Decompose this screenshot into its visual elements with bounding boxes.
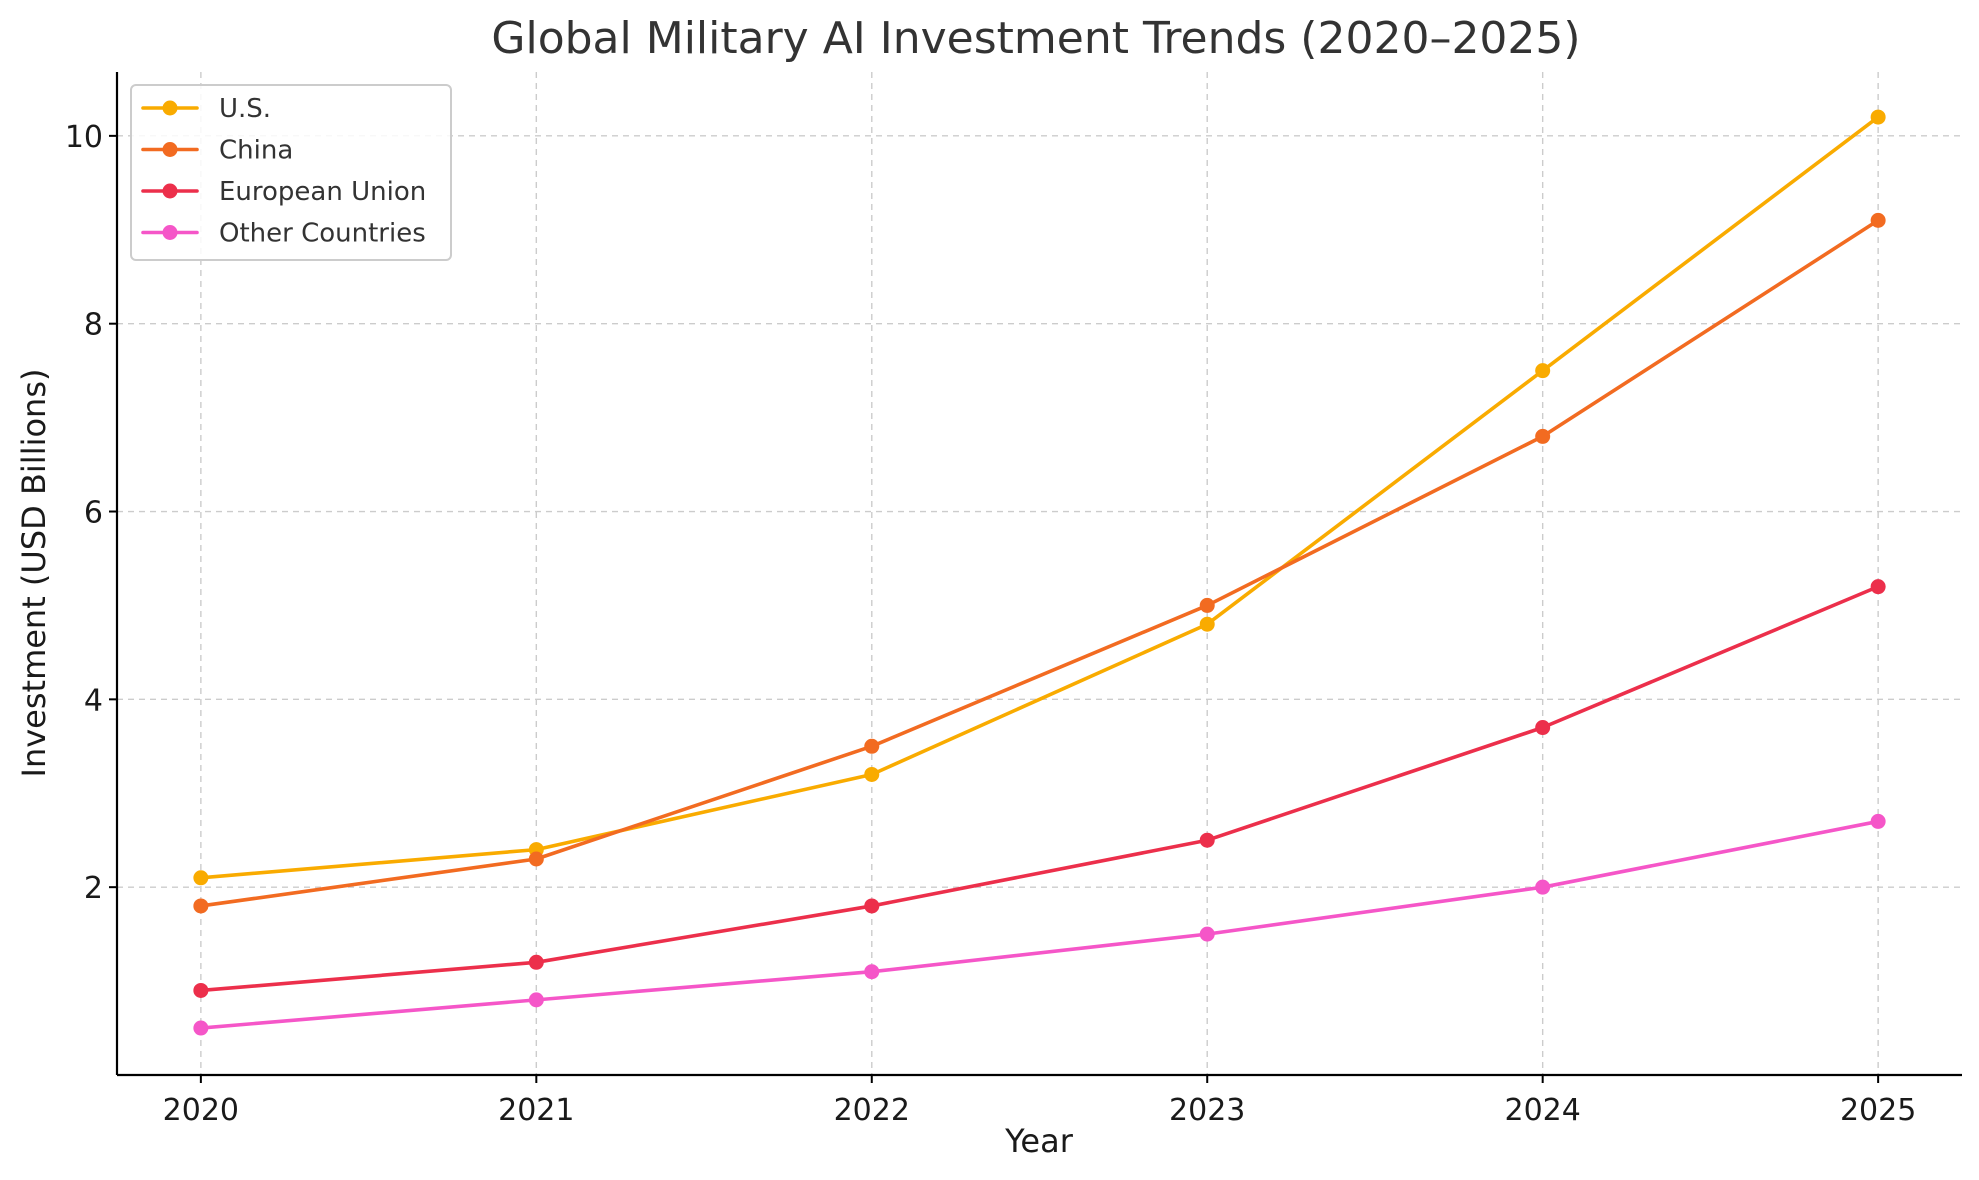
series-line-other-countries [199,819,1880,1030]
legend-marker-china [162,142,178,157]
data-point-other-countries [1199,926,1215,942]
series-european-union [193,579,1886,998]
data-point-china [1199,597,1215,613]
y-axis-ticks: 2 4 6 8 10 [65,120,117,906]
data-point-european-union [1535,720,1551,736]
data-point-u-s [864,766,880,782]
x-tick-label: 2025 [1840,1093,1916,1128]
series-line-china [199,218,1880,908]
y-tick-label: 8 [84,308,103,343]
legend-marker-european-union [162,183,178,199]
legend-entry-other-countries: Other Countries [141,219,426,249]
data-point-u-s [1870,109,1886,125]
series-china [193,212,1886,914]
data-point-u-s [193,870,209,886]
series-line-u-s [199,115,1880,880]
legend-label-european-union: European Union [219,177,426,207]
legend-entry-u-s: U.S. [141,94,271,124]
legend-entry-china: China [141,136,293,166]
y-tick-label: 2 [84,871,103,906]
legend-entry-european-union: European Union [141,177,426,207]
data-point-european-union [528,954,544,970]
data-point-other-countries [864,964,880,980]
series-other-countries [193,813,1886,1036]
x-axis-ticks: 2020 2021 2022 2023 2024 2025 [163,1075,1916,1128]
x-tick-label: 2021 [498,1093,574,1128]
x-tick-label: 2023 [1169,1093,1245,1128]
x-tick-label: 2024 [1505,1093,1581,1128]
data-point-china [1535,428,1551,444]
data-point-other-countries [1870,813,1886,829]
legend-label-china: China [219,136,293,166]
data-point-european-union [193,982,209,998]
y-tick-label: 6 [84,496,103,531]
x-tick-label: 2022 [834,1093,910,1128]
data-point-european-union [1870,579,1886,595]
legend-marker-other-countries [162,225,178,240]
data-point-other-countries [528,992,544,1008]
data-point-other-countries [193,1020,209,1036]
legend-marker-u-s [162,100,178,116]
data-point-european-union [864,898,880,914]
x-axis-label: Year [1004,1122,1074,1160]
series-line-european-union [199,584,1880,993]
legend-label-u-s: U.S. [219,94,271,124]
legend-label-other-countries: Other Countries [219,219,426,249]
chart-title: Global Military AI Investment Trends (20… [491,13,1580,64]
legend-box [130,84,452,261]
data-point-china [1870,212,1886,228]
data-point-european-union [1199,832,1215,848]
data-point-u-s [1535,363,1551,379]
series-u-s [193,109,1886,886]
y-tick-label: 4 [84,683,103,718]
x-tick-label: 2020 [163,1093,239,1128]
y-axis-label: Investment (USD Billions) [15,369,53,778]
data-point-china [528,851,544,867]
data-point-u-s [1199,616,1215,632]
axes [115,72,1962,1077]
legend: U.S. China European Union Other Countries [130,84,452,261]
data-point-china [864,738,880,754]
series-layer [193,109,1886,1036]
data-point-china [193,898,209,914]
y-tick-label: 10 [65,120,103,155]
data-point-other-countries [1535,879,1551,895]
